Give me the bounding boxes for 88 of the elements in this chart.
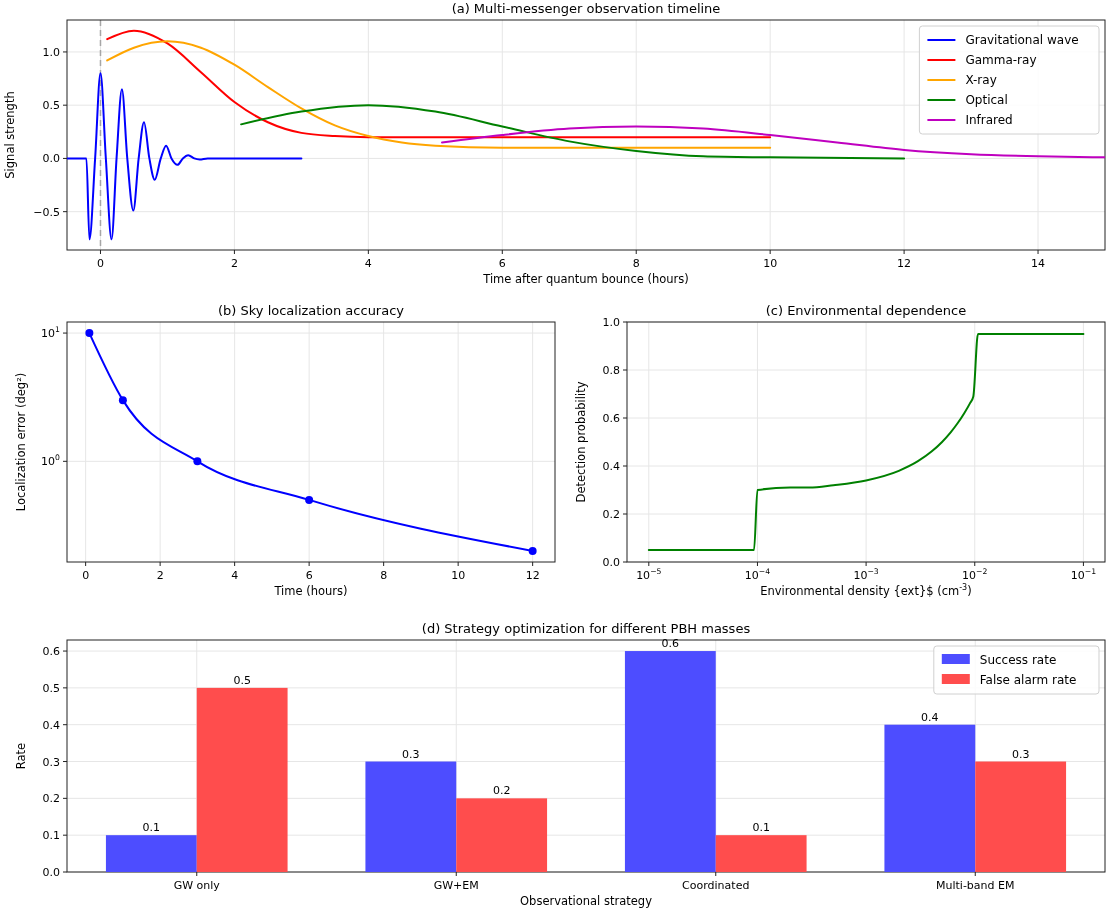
y-axis-title: Rate bbox=[14, 742, 28, 770]
y-tick-label: 0.0 bbox=[602, 556, 620, 569]
x-tick-label: 2 bbox=[230, 257, 238, 270]
y-tick-label: 0.0 bbox=[42, 152, 60, 166]
bar bbox=[105, 835, 197, 872]
y-tick-label: 0.6 bbox=[602, 412, 620, 425]
bar bbox=[884, 724, 976, 872]
y-tick-label: 1.0 bbox=[602, 316, 620, 329]
y-tick-label: 0.5 bbox=[42, 681, 60, 695]
x-tick-label: 10$^{−3}$ bbox=[853, 567, 879, 582]
data-label: 0.3 bbox=[402, 747, 420, 761]
x-tick-label: 14 bbox=[1031, 257, 1046, 270]
x-axis-title: Time (hours) bbox=[273, 584, 348, 598]
x-tick-label: 6 bbox=[305, 569, 313, 582]
y-axis-title: Detection probability bbox=[574, 381, 588, 503]
x-tick-label: 10$^{−1}$ bbox=[1070, 567, 1097, 582]
y-tick-label: 0.8 bbox=[602, 364, 620, 377]
x-tick-label: 2 bbox=[156, 569, 164, 582]
data-label: 0.2 bbox=[492, 784, 511, 798]
y-tick-label: −0.5 bbox=[33, 205, 60, 219]
y-axis-title: Localization error (deg²) bbox=[14, 372, 28, 512]
x-tick-label: 4 bbox=[364, 257, 372, 270]
bar bbox=[624, 651, 716, 872]
y-tick-label: 0.1 bbox=[42, 829, 60, 843]
y-tick-label: 0.2 bbox=[42, 792, 60, 806]
bar bbox=[196, 687, 288, 872]
x-axis-title: Observational strategy bbox=[520, 894, 653, 908]
y-tick-label: 10$^{1}$ bbox=[41, 325, 61, 341]
bar bbox=[456, 798, 548, 872]
point bbox=[528, 546, 537, 555]
x-tick-label: 4 bbox=[231, 569, 239, 582]
legend-label: Success rate bbox=[979, 653, 1057, 667]
y-tick-label: 0.3 bbox=[42, 755, 60, 769]
data-label: 0.3 bbox=[1011, 747, 1030, 761]
x-axis-title: Time after quantum bounce (hours) bbox=[482, 272, 689, 286]
y-tick-label: 0.5 bbox=[42, 99, 60, 113]
y-tick-label: 0.4 bbox=[42, 718, 60, 732]
y-tick-label: 0.6 bbox=[42, 645, 60, 659]
x-tick-label: 10$^{−4}$ bbox=[744, 567, 771, 582]
line-series bbox=[240, 104, 906, 160]
chart-title: (a) Multi-messenger observation timeline bbox=[451, 1, 721, 16]
data-label: 0.5 bbox=[233, 673, 251, 687]
x-tick-label: 12 bbox=[897, 257, 912, 270]
x-axis-title: Environmental density {ext}$ (cm$^{-3}$) bbox=[760, 583, 972, 598]
bar bbox=[365, 761, 457, 872]
bar bbox=[975, 761, 1067, 872]
y-axis-title: Signal strength bbox=[3, 91, 17, 179]
line-series bbox=[106, 29, 772, 139]
line-series bbox=[67, 72, 303, 241]
x-tick-label: 10 bbox=[763, 257, 778, 270]
y-tick-label: 10$^{0}$ bbox=[41, 453, 61, 469]
bar bbox=[715, 835, 807, 872]
legend-label: Optical bbox=[965, 93, 1008, 107]
point bbox=[193, 457, 202, 466]
data-label: 0.4 bbox=[921, 710, 939, 724]
legend-label: Gamma-ray bbox=[965, 53, 1037, 67]
point bbox=[305, 495, 314, 504]
x-tick-label: 0 bbox=[82, 569, 90, 582]
legend-label: Gravitational wave bbox=[965, 33, 1079, 47]
point bbox=[118, 396, 127, 405]
x-tick-label: GW only bbox=[173, 879, 221, 892]
x-tick-label: 10$^{−2}$ bbox=[962, 567, 988, 582]
line-series bbox=[106, 40, 772, 149]
chart-title: (d) Strategy optimization for different PBH masses bbox=[421, 621, 751, 636]
y-tick-label: 0.4 bbox=[602, 460, 620, 473]
line-series bbox=[441, 125, 1105, 159]
chart-title: (c) Environmental dependence bbox=[765, 303, 967, 318]
x-tick-label: 12 bbox=[525, 569, 540, 582]
y-tick-label: 0.0 bbox=[42, 866, 60, 879]
x-tick-label: 8 bbox=[380, 569, 388, 582]
x-tick-label: Coordinated bbox=[682, 879, 750, 892]
chart-title: (b) Sky localization accuracy bbox=[217, 303, 405, 318]
data-label: 0.1 bbox=[752, 821, 770, 835]
x-tick-label: 8 bbox=[632, 257, 640, 270]
x-tick-label: 6 bbox=[498, 257, 506, 270]
x-tick-label: 10 bbox=[451, 569, 466, 582]
y-tick-label: 0.2 bbox=[602, 508, 620, 521]
x-tick-label: Multi-band EM bbox=[936, 879, 1015, 892]
data-label: 0.6 bbox=[661, 637, 680, 651]
x-tick-label: GW+EM bbox=[433, 879, 479, 892]
y-tick-label: 1.0 bbox=[42, 45, 60, 59]
legend-label: Infrared bbox=[965, 113, 1013, 127]
data-label: 0.1 bbox=[142, 821, 161, 835]
legend-label: X-ray bbox=[965, 73, 997, 87]
legend-label: False alarm rate bbox=[979, 673, 1077, 687]
x-tick-label: 10$^{−5}$ bbox=[636, 567, 662, 582]
x-tick-label: 0 bbox=[96, 257, 104, 270]
point bbox=[85, 329, 94, 338]
